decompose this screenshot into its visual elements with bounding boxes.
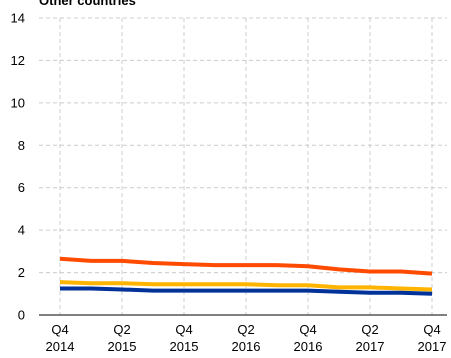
y-tick-label: 10 — [11, 95, 25, 110]
x-tick-label-year: 2016 — [232, 339, 261, 354]
series-line-2 — [59, 280, 433, 292]
x-axis-tick-labels: Q4 2014 Q2 2015 Q4 2015 Q2 2016 Q4 2016 Q2 2017 Q4 20… — [46, 322, 447, 354]
x-tick-label-quarter: Q4 — [299, 322, 316, 337]
x-tick-label-quarter: Q4 — [175, 322, 192, 337]
y-tick-label: 8 — [18, 138, 25, 153]
series-line-1 — [59, 256, 433, 276]
x-tick-label-year: 2017 — [356, 339, 385, 354]
series-lines — [59, 256, 433, 296]
x-tick-label-year: 2015 — [108, 339, 137, 354]
x-tick-label-year: 2017 — [418, 339, 447, 354]
x-tick-label-year: 2015 — [170, 339, 199, 354]
gridlines — [39, 17, 447, 315]
y-tick-label: 12 — [11, 53, 25, 68]
x-tick-label-year: 2016 — [294, 339, 323, 354]
chart-title: Other countries — [39, 0, 136, 8]
x-tick-label-quarter: Q4 — [51, 322, 68, 337]
y-tick-label: 0 — [18, 308, 25, 323]
x-tick-label-quarter: Q2 — [113, 322, 130, 337]
y-tick-label: 2 — [18, 265, 25, 280]
y-tick-label: 14 — [11, 11, 25, 26]
x-tick-label-quarter: Q4 — [423, 322, 440, 337]
y-tick-label: 4 — [18, 223, 25, 238]
x-tick-label-quarter: Q2 — [237, 322, 254, 337]
x-tick-label-quarter: Q2 — [361, 322, 378, 337]
x-tick-label-year: 2014 — [46, 339, 75, 354]
series-line-3 — [60, 286, 433, 296]
y-axis-tick-labels: 0 2 4 6 8 10 12 14 — [11, 11, 25, 323]
y-tick-label: 6 — [18, 180, 25, 195]
